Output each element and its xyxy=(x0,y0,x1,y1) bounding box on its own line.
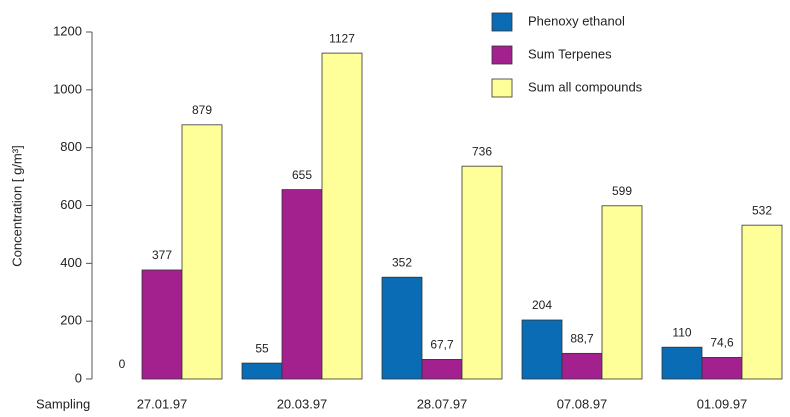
x-tick-label: 07.08.97 xyxy=(557,396,608,411)
value-label: 736 xyxy=(472,144,492,158)
value-label: 204 xyxy=(532,298,552,312)
x-axis-label: Sampling xyxy=(36,396,90,411)
value-label: 67,7 xyxy=(430,338,454,352)
bar xyxy=(661,346,703,380)
x-tick-label: 01.09.97 xyxy=(697,396,748,411)
bar xyxy=(561,352,603,380)
bar xyxy=(281,189,323,380)
y-tick-label: 800 xyxy=(60,139,82,154)
value-label: 599 xyxy=(612,184,632,198)
value-label: 1127 xyxy=(329,31,355,45)
y-tick-label: 600 xyxy=(60,197,82,212)
x-tick-label: 20.03.97 xyxy=(277,396,328,411)
value-label: 879 xyxy=(192,103,212,117)
value-label: 0 xyxy=(119,357,126,371)
y-tick-label: 0 xyxy=(75,370,82,385)
bar xyxy=(461,165,503,380)
bar xyxy=(181,124,223,380)
legend-swatch xyxy=(491,12,513,32)
bar xyxy=(741,224,783,380)
bar xyxy=(321,52,363,380)
legend-label: Sum all compounds xyxy=(528,79,643,94)
value-label: 655 xyxy=(292,168,312,182)
bar xyxy=(701,357,743,380)
bar xyxy=(601,205,643,380)
bar xyxy=(381,276,423,380)
bar xyxy=(241,362,283,380)
value-label: 532 xyxy=(752,203,772,217)
legend-label: Sum Terpenes xyxy=(528,46,612,61)
legend-swatch xyxy=(491,45,513,65)
y-tick-label: 400 xyxy=(60,255,82,270)
value-label: 88,7 xyxy=(570,332,594,346)
bar xyxy=(141,269,183,380)
y-axis-label: Concentration [ g/m³] xyxy=(9,145,24,266)
y-tick-label: 1000 xyxy=(53,81,82,96)
y-tick-label: 1200 xyxy=(53,23,82,38)
x-tick-label: 27.01.97 xyxy=(137,396,188,411)
y-tick-label: 200 xyxy=(60,313,82,328)
value-label: 74,6 xyxy=(710,336,734,350)
value-label: 352 xyxy=(392,255,412,269)
legend-swatch xyxy=(491,78,513,98)
value-label: 55 xyxy=(255,341,269,355)
value-label: 377 xyxy=(152,248,172,262)
value-label: 110 xyxy=(672,325,691,339)
legend-label: Phenoxy ethanol xyxy=(528,13,625,28)
x-tick-label: 28.07.97 xyxy=(417,396,468,411)
bar xyxy=(421,359,463,380)
bar xyxy=(521,319,563,380)
